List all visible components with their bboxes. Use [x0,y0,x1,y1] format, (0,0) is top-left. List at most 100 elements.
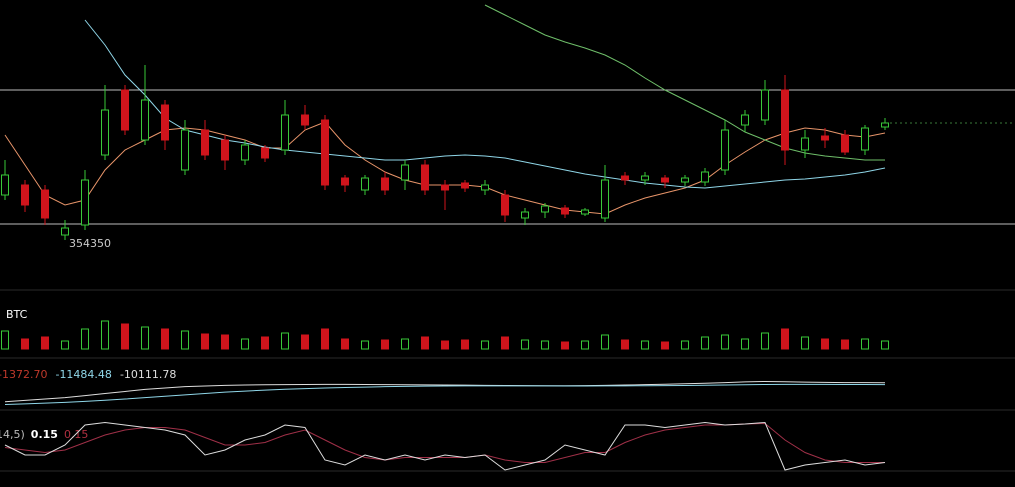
candle-body [741,114,749,126]
candle-body [441,184,449,191]
volume-bar [661,341,669,350]
moving-average [484,4,885,161]
candle-body [801,137,809,151]
volume-bar [441,340,449,350]
volume-bar [761,332,769,350]
candle-body [61,227,69,236]
candle-body [201,129,209,156]
volume-bar [181,330,189,350]
candle-body [701,171,709,183]
candle-body [781,89,789,151]
volume-bar [401,338,409,350]
candle-body [681,177,689,183]
volume-bar [21,338,29,350]
candle-body [41,189,49,219]
volume-bar [281,332,289,350]
candle-body [821,135,829,141]
candle-body [881,122,889,128]
stoch-line [4,421,886,471]
candle-body [761,89,769,121]
volume-bar [81,328,89,350]
candle-body [621,175,629,181]
candle-body [21,184,29,206]
candle-body [341,177,349,186]
candle-body [321,119,329,186]
macd-legend: -11484.48 [55,368,111,381]
stoch-legend: 14,5) [0,428,25,441]
volume-bar [361,340,369,350]
volume-bar [781,328,789,350]
candle-body [501,194,509,216]
volume-bar [421,336,429,350]
volume-bar [101,320,109,350]
candle-body [421,164,429,191]
volume-bar [481,340,489,350]
volume-bar [621,339,629,350]
candle-body [281,114,289,151]
candle-body [381,177,389,191]
candle-body [221,139,229,161]
volume-bar [721,334,729,350]
candle-body [521,211,529,219]
candle-body [401,164,409,181]
volume-bar [561,341,569,350]
moving-average [84,19,886,189]
volume-bar [161,328,169,350]
candle-body [661,177,669,183]
candle-body [561,207,569,215]
volume-label: BTC [6,308,28,321]
candle-body [581,209,589,215]
candle-body [461,182,469,189]
macd-line [4,380,886,403]
volume-bar [341,338,349,350]
volume-bar [461,339,469,350]
volume-bar [321,328,329,350]
volume-bar [541,340,549,350]
candle-body [481,184,489,191]
candle-body [361,177,369,191]
candle-body [861,127,869,151]
candle-body [101,109,109,156]
volume-bar [641,340,649,350]
volume-bar [861,338,869,350]
candle-body [541,205,549,213]
volume-bar [701,336,709,350]
candle-body [261,147,269,159]
stoch-line [4,422,885,463]
candle-body [1,174,9,196]
candle-body [841,134,849,153]
low-annotation: 354350 [69,237,111,250]
candle-body [121,89,129,131]
volume-bar [521,339,529,350]
volume-bar [301,334,309,350]
volume-bar [681,340,689,350]
candle-body [641,175,649,181]
volume-bar [241,338,249,350]
volume-bar [221,334,229,350]
candle-body [161,104,169,141]
volume-bar [141,326,149,350]
volume-bar [501,336,509,350]
volume-bar [201,333,209,350]
candle-body [241,144,249,161]
volume-bar [61,340,69,350]
volume-bar [801,336,809,350]
macd-line [4,383,886,406]
candle-body [721,129,729,171]
stoch-legend: 0.15 [31,428,58,441]
volume-bar [601,334,609,350]
volume-bar [41,336,49,350]
volume-bar [261,336,269,350]
volume-bar [381,339,389,350]
macd-legend: -1372.70 [0,368,47,381]
candle-body [141,99,149,141]
candle-body [301,114,309,126]
volume-bar [121,323,129,350]
volume-bar [581,340,589,350]
candle-body [601,179,609,219]
volume-bar [841,339,849,350]
candle-body [181,129,189,171]
volume-bar [881,340,889,350]
volume-bar [821,338,829,350]
